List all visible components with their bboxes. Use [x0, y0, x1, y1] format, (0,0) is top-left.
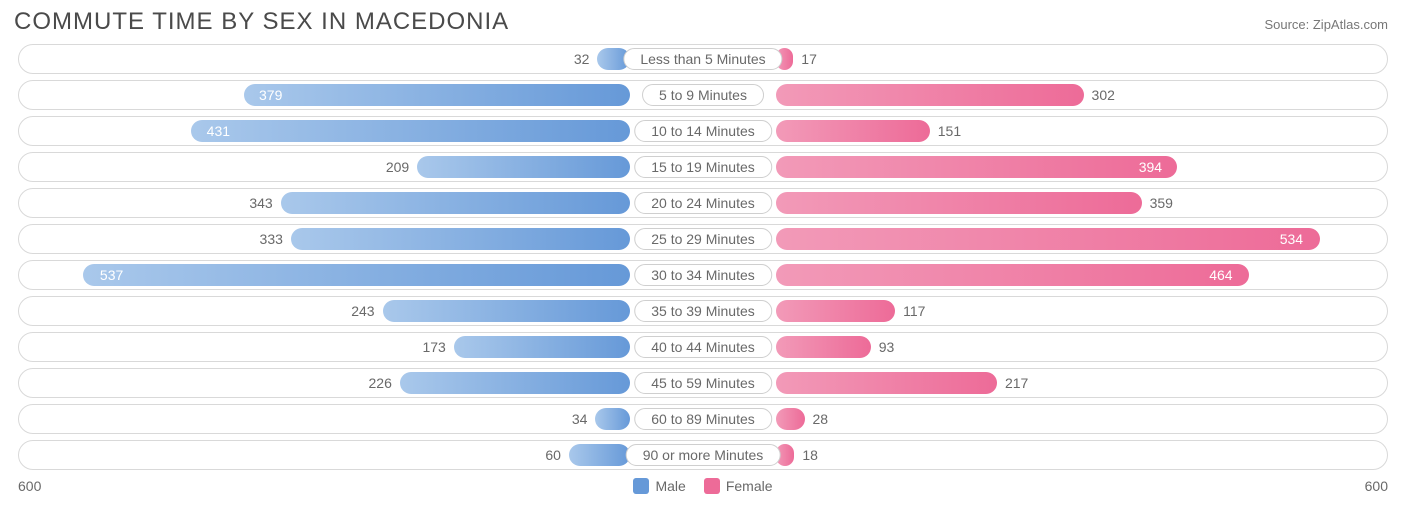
female-swatch-icon: [704, 478, 720, 494]
row-category-label: 60 to 89 Minutes: [634, 408, 772, 430]
male-swatch-icon: [633, 478, 649, 494]
row-category-label: 15 to 19 Minutes: [634, 156, 772, 178]
chart-row: 40 to 44 Minutes 173 93: [18, 332, 1388, 362]
female-bar: [776, 300, 895, 322]
row-category-label: 40 to 44 Minutes: [634, 336, 772, 358]
female-value-label: 217: [1005, 369, 1028, 397]
male-value-label: 343: [249, 189, 272, 217]
chart-row: 45 to 59 Minutes 226 217: [18, 368, 1388, 398]
male-bar: [454, 336, 630, 358]
male-bar: [191, 120, 630, 142]
male-value-label: 431: [207, 117, 230, 145]
female-value-label: 534: [1280, 225, 1303, 253]
axis-max-left: 600: [18, 478, 41, 494]
chart-row: Less than 5 Minutes 32 17: [18, 44, 1388, 74]
row-category-label: 35 to 39 Minutes: [634, 300, 772, 322]
chart-row: 35 to 39 Minutes 243 117: [18, 296, 1388, 326]
male-bar: [383, 300, 630, 322]
row-category-label: 5 to 9 Minutes: [642, 84, 764, 106]
female-bar: [776, 192, 1142, 214]
female-value-label: 117: [903, 297, 925, 325]
male-bar: [417, 156, 630, 178]
chart-title: COMMUTE TIME BY SEX IN MACEDONIA: [14, 8, 509, 36]
female-bar: [776, 264, 1249, 286]
row-category-label: 10 to 14 Minutes: [634, 120, 772, 142]
chart-row: 60 to 89 Minutes 34 28: [18, 404, 1388, 434]
male-value-label: 209: [386, 153, 409, 181]
chart-source: Source: ZipAtlas.com: [1264, 17, 1388, 32]
chart-row: 90 or more Minutes 60 18: [18, 440, 1388, 470]
legend-female-label: Female: [726, 478, 773, 494]
male-value-label: 34: [572, 405, 588, 433]
male-bar: [244, 84, 630, 106]
female-value-label: 302: [1092, 81, 1115, 109]
chart-row: 20 to 24 Minutes 343 359: [18, 188, 1388, 218]
male-value-label: 243: [351, 297, 374, 325]
female-bar: [776, 156, 1177, 178]
female-value-label: 151: [938, 117, 961, 145]
male-value-label: 32: [574, 45, 590, 73]
row-category-label: 20 to 24 Minutes: [634, 192, 772, 214]
female-value-label: 394: [1139, 153, 1162, 181]
legend-male-label: Male: [655, 478, 685, 494]
female-value-label: 28: [813, 405, 829, 433]
female-value-label: 464: [1209, 261, 1232, 289]
female-bar: [776, 84, 1084, 106]
row-category-label: Less than 5 Minutes: [623, 48, 782, 70]
female-value-label: 93: [879, 333, 895, 361]
female-bar: [776, 372, 997, 394]
chart-row: 25 to 29 Minutes 333 534: [18, 224, 1388, 254]
male-value-label: 60: [545, 441, 561, 469]
chart-row: 15 to 19 Minutes 209 394: [18, 152, 1388, 182]
male-value-label: 333: [260, 225, 283, 253]
female-bar: [776, 120, 930, 142]
female-value-label: 17: [801, 45, 817, 73]
male-bar: [281, 192, 630, 214]
female-value-label: 359: [1150, 189, 1173, 217]
row-category-label: 90 or more Minutes: [626, 444, 781, 466]
chart-header: COMMUTE TIME BY SEX IN MACEDONIA Source:…: [0, 0, 1406, 42]
female-bar: [776, 228, 1320, 250]
male-value-label: 173: [422, 333, 445, 361]
chart-row: 5 to 9 Minutes 379 302: [18, 80, 1388, 110]
male-value-label: 226: [369, 369, 392, 397]
row-category-label: 30 to 34 Minutes: [634, 264, 772, 286]
legend-item-female: Female: [704, 478, 773, 494]
male-bar: [291, 228, 630, 250]
male-value-label: 379: [259, 81, 282, 109]
male-value-label: 537: [100, 261, 123, 289]
male-bar: [569, 444, 630, 466]
chart-footer: 600 Male Female 600: [0, 476, 1406, 494]
chart-row: 10 to 14 Minutes 431 151: [18, 116, 1388, 146]
legend: Male Female: [633, 478, 772, 494]
female-value-label: 18: [802, 441, 818, 469]
male-bar: [400, 372, 630, 394]
female-bar: [776, 408, 805, 430]
chart-body: Less than 5 Minutes 32 17 5 to 9 Minutes 379…: [0, 42, 1406, 470]
male-bar: [595, 408, 630, 430]
row-category-label: 45 to 59 Minutes: [634, 372, 772, 394]
axis-max-right: 600: [1365, 478, 1388, 494]
female-bar: [776, 336, 871, 358]
chart-row: 30 to 34 Minutes 537 464: [18, 260, 1388, 290]
male-bar: [83, 264, 630, 286]
row-category-label: 25 to 29 Minutes: [634, 228, 772, 250]
legend-item-male: Male: [633, 478, 685, 494]
